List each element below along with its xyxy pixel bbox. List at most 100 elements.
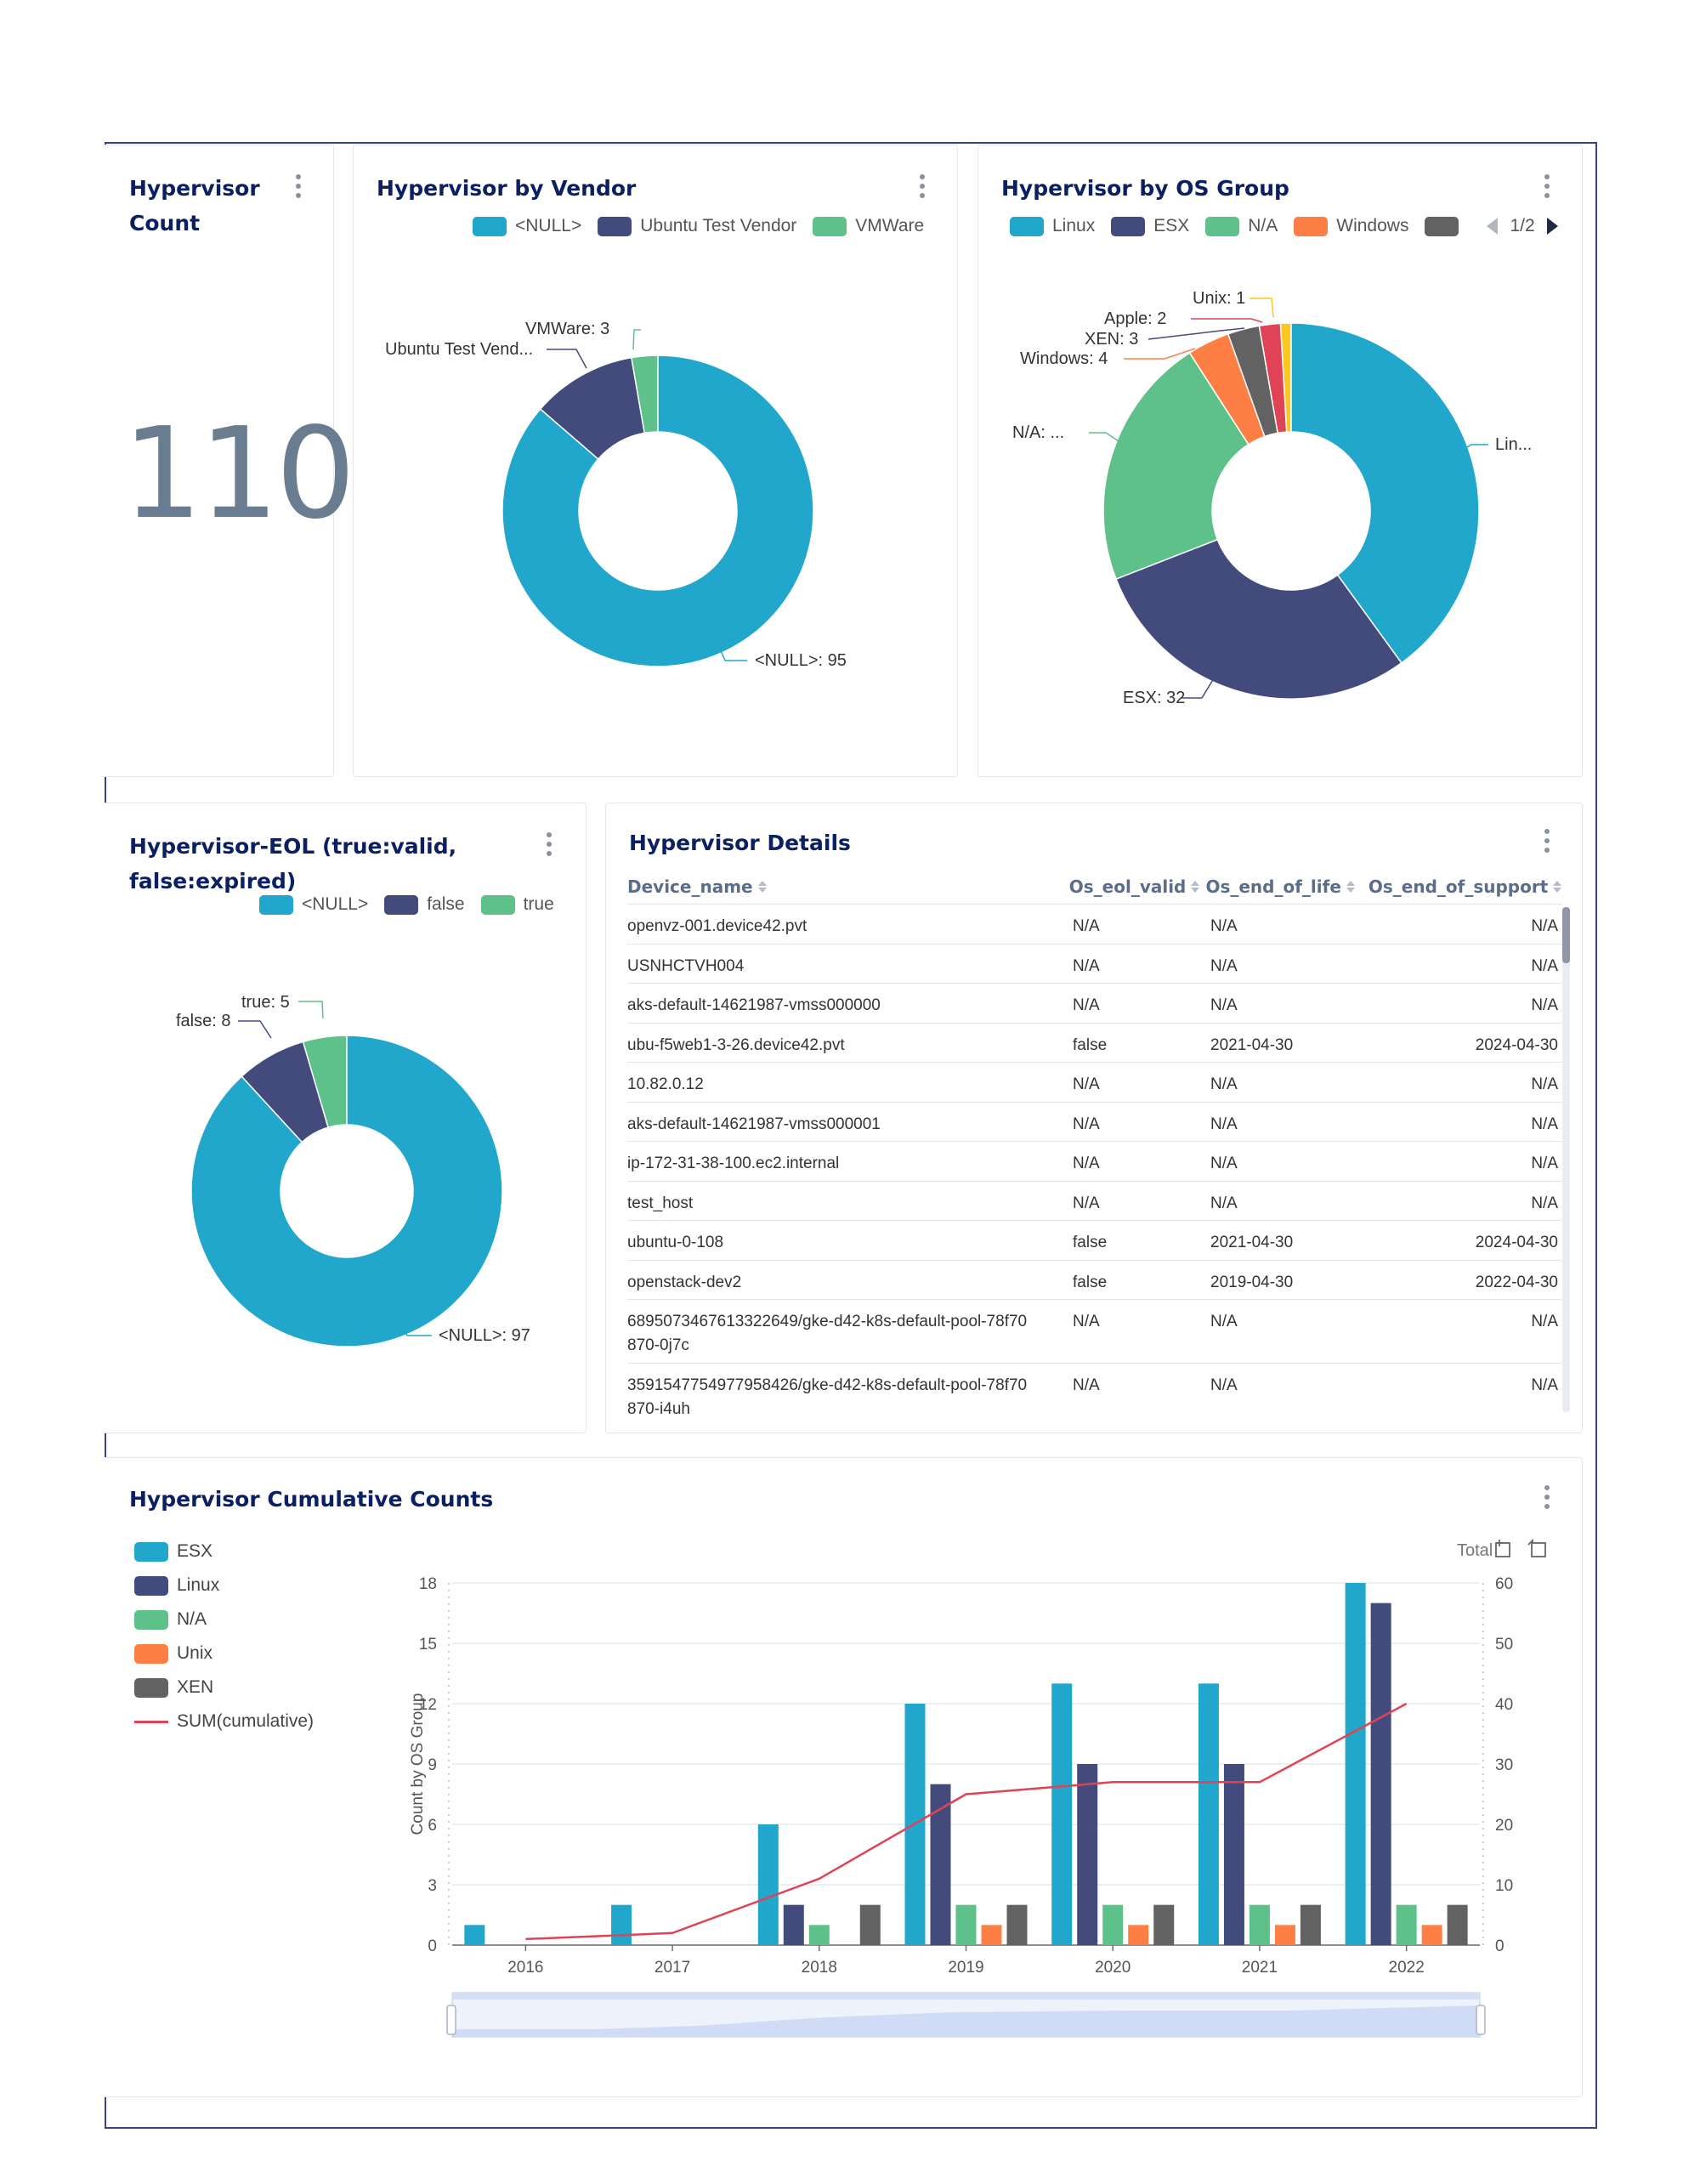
bar-xen-2022[interactable] [1447, 1904, 1468, 1945]
legend-item[interactable]: <NULL> [473, 216, 581, 236]
table-scrollbar[interactable] [1562, 907, 1570, 1412]
table-row[interactable]: ip-172-31-38-100.ec2.internal N/A N/A N/A [627, 1142, 1562, 1182]
sort-icon[interactable] [1191, 881, 1199, 893]
legend-item[interactable]: SUM(cumulative) [134, 1705, 314, 1739]
legend-item[interactable]: <NULL> [259, 894, 368, 915]
data-zoom-slider[interactable] [446, 1992, 1486, 2038]
legend-item[interactable]: N/A [1205, 216, 1278, 236]
table-row[interactable]: openstack-dev2 false 2019-04-30 2022-04-30 [627, 1261, 1562, 1300]
legend-item[interactable]: Windows [1294, 216, 1408, 236]
legend-item[interactable]: false [384, 894, 465, 915]
cell-end-of-support: N/A [1531, 1313, 1558, 1330]
bar-na-2018[interactable] [808, 1925, 830, 1945]
table-row[interactable]: 6895073467613322649/gke-d42-k8s-default-… [627, 1300, 1562, 1364]
bar-xen-2021[interactable] [1300, 1904, 1321, 1945]
table-row[interactable]: test_host N/A N/A N/A [627, 1182, 1562, 1221]
pie-slice-linux[interactable] [1290, 322, 1480, 664]
bar-na-2019[interactable] [955, 1904, 977, 1945]
cell-end-of-support: N/A [1531, 1194, 1558, 1212]
y-tick-label: 12 [419, 1696, 437, 1714]
pie-slice-ubuntu-test-vendor[interactable] [539, 356, 646, 461]
bar-esx-2018[interactable] [757, 1824, 779, 1945]
column-header-device-name[interactable]: Device_name [627, 876, 1069, 897]
sort-icon[interactable] [758, 881, 767, 893]
table-row[interactable]: ubu-f5web1-3-26.device42.pvt false 2021-04… [627, 1024, 1562, 1063]
bar-linux-2021[interactable] [1223, 1764, 1244, 1945]
bar-linux-2019[interactable] [930, 1784, 951, 1945]
legend-item[interactable]: XEN [134, 1671, 314, 1705]
sort-icon[interactable] [1553, 881, 1561, 893]
bar-unix-2021[interactable] [1274, 1925, 1295, 1945]
bar-linux-2022[interactable] [1370, 1603, 1391, 1945]
column-header-os-end-of-support[interactable]: Os_end_of_support [1368, 876, 1562, 897]
bar-unix-2022[interactable] [1421, 1925, 1442, 1945]
column-header-os-end-of-life[interactable]: Os_end_of_life [1205, 876, 1368, 897]
legend-item[interactable]: true [480, 894, 554, 915]
bar-linux-2020[interactable] [1077, 1764, 1098, 1945]
y2-tick-label: 10 [1495, 1877, 1513, 1895]
panel-hypervisor-details: Hypervisor Details Device_name Os_eol_va… [605, 803, 1583, 1433]
pie-slice-n-a[interactable] [1102, 352, 1250, 581]
bar-xen-2020[interactable] [1153, 1904, 1175, 1945]
bar-esx-2020[interactable] [1051, 1683, 1073, 1945]
table-row[interactable]: ubuntu-0-108 false 2021-04-30 2024-04-30 [627, 1221, 1562, 1261]
legend-item[interactable] [1425, 216, 1467, 236]
slice-label: VMWare: 3 [525, 320, 609, 338]
column-header-os-eol-valid[interactable]: Os_eol_valid [1069, 876, 1206, 897]
bar-unix-2019[interactable] [981, 1925, 1002, 1945]
table-row[interactable]: 10.82.0.12 N/A N/A N/A [627, 1063, 1562, 1103]
legend-item[interactable]: Unix [134, 1637, 314, 1671]
cell-end-of-life: N/A [1210, 1154, 1238, 1172]
bar-esx-2021[interactable] [1198, 1683, 1219, 1945]
bar-esx-2016[interactable] [464, 1925, 485, 1945]
more-options-icon[interactable] [1544, 174, 1550, 198]
legend-next-icon[interactable] [1546, 218, 1558, 235]
bar-xen-2019[interactable] [1006, 1904, 1028, 1945]
zoom-reset-icon[interactable] [1527, 1538, 1546, 1557]
bar-na-2020[interactable] [1102, 1904, 1124, 1945]
zoom-icon[interactable] [1495, 1540, 1510, 1557]
chart-legend: <NULL> Ubuntu Test Vendor VMWare [473, 216, 940, 236]
zoom-handle-right[interactable] [1476, 2005, 1486, 2035]
pie-slice-windows[interactable] [1188, 332, 1266, 445]
legend-item[interactable]: N/A [134, 1603, 314, 1637]
scrollbar-thumb[interactable] [1562, 907, 1570, 963]
legend-label: VMWare [855, 216, 925, 235]
table-row[interactable]: USNHCTVH004 N/A N/A N/A [627, 945, 1562, 984]
pie-slice-xen[interactable] [1227, 325, 1279, 438]
bar-na-2022[interactable] [1396, 1904, 1417, 1945]
bar-linux-2018[interactable] [783, 1904, 804, 1945]
legend-item[interactable]: Linux [1010, 216, 1095, 236]
legend-item[interactable]: Ubuntu Test Vendor [598, 216, 796, 236]
pie-slice-apple[interactable] [1258, 322, 1288, 434]
more-options-icon[interactable] [1544, 1485, 1550, 1509]
more-options-icon[interactable] [1544, 829, 1550, 853]
more-options-icon[interactable] [547, 832, 552, 856]
legend-item[interactable]: Linux [134, 1569, 314, 1603]
legend-item[interactable]: VMWare [813, 216, 924, 236]
zoom-handle-left[interactable] [446, 2005, 456, 2035]
bar-xen-2018[interactable] [859, 1904, 881, 1945]
bar-unix-2020[interactable] [1128, 1925, 1149, 1945]
sort-icon[interactable] [1346, 881, 1355, 893]
table-row[interactable]: 3591547754977958426/gke-d42-k8s-default-… [627, 1364, 1562, 1415]
table-row[interactable]: aks-default-14621987-vmss000000 N/A N/A N/A [627, 984, 1562, 1024]
legend-item[interactable]: ESX [1111, 216, 1189, 236]
pie-slice-null[interactable] [190, 1035, 503, 1347]
more-options-icon[interactable] [296, 174, 301, 198]
pie-slice-false[interactable] [241, 1041, 329, 1143]
legend-prev-icon[interactable] [1487, 218, 1499, 235]
bar-esx-2017[interactable] [611, 1904, 632, 1945]
table-row[interactable]: openvz-001.device42.pvt N/A N/A N/A [627, 905, 1562, 945]
bar-esx-2022[interactable] [1345, 1583, 1366, 1945]
pie-slice-null[interactable] [502, 355, 814, 667]
legend-item[interactable]: ESX [134, 1534, 314, 1569]
bar-na-2021[interactable] [1249, 1904, 1270, 1945]
cell-eol-valid: N/A [1073, 1115, 1100, 1133]
cell-eol-valid: N/A [1073, 917, 1100, 935]
pie-slice-esx[interactable] [1115, 538, 1402, 700]
slice-label: true: 5 [241, 993, 290, 1012]
table-row[interactable]: aks-default-14621987-vmss000001 N/A N/A N/A [627, 1103, 1562, 1142]
more-options-icon[interactable] [920, 174, 925, 198]
cumulative-sum-line[interactable] [525, 1702, 1408, 1941]
